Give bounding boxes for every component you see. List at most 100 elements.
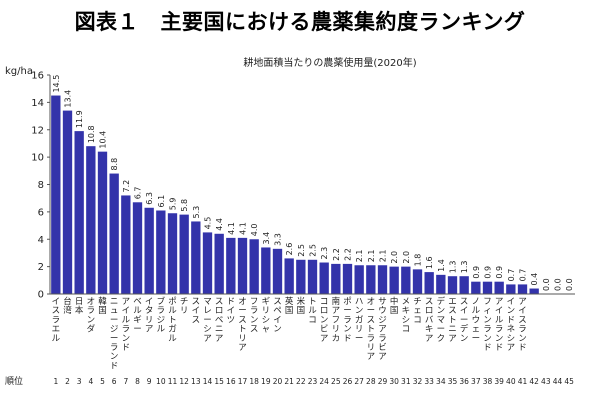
- rank-number: 34: [436, 377, 446, 386]
- rank-number: 17: [238, 377, 248, 386]
- rank-number: 39: [494, 377, 504, 386]
- bar: [319, 262, 329, 294]
- value-label: 2.2: [332, 248, 341, 261]
- rank-number: 18: [249, 377, 259, 386]
- rank-number: 31: [401, 377, 411, 386]
- bar: [342, 263, 353, 294]
- bar: [366, 265, 376, 294]
- category-label: チリ: [180, 297, 189, 316]
- bar: [109, 173, 119, 294]
- bar: [272, 248, 283, 294]
- value-label: 4.1: [239, 222, 248, 235]
- category-label: エストニア: [448, 297, 457, 344]
- y-tick-label: 16: [31, 71, 44, 82]
- rank-number: 35: [448, 377, 458, 386]
- rank-number: 43: [541, 377, 551, 386]
- category-label: 台湾: [63, 296, 72, 316]
- rank-number: 33: [424, 377, 434, 386]
- bar: [307, 259, 318, 294]
- value-label: 5.8: [180, 199, 189, 212]
- y-tick-label: 14: [31, 98, 44, 109]
- value-label: 0.0: [565, 278, 574, 291]
- value-label: 6.1: [157, 195, 166, 208]
- bar: [471, 281, 481, 294]
- value-labels: 14.513.411.910.8 10.48.87.26.7 6.3 6.1 5.9 5.…: [52, 75, 574, 291]
- bar: [506, 284, 516, 294]
- rank-number: 3: [77, 377, 82, 386]
- value-label: 0.7: [507, 269, 516, 282]
- category-label: フランス: [250, 297, 259, 335]
- rank-number: 1: [53, 377, 58, 386]
- bar: [354, 265, 364, 294]
- rank-number: 19: [261, 377, 271, 386]
- y-tick-label: 6: [38, 207, 44, 218]
- bar: [97, 151, 108, 294]
- value-label: 5.3: [192, 206, 201, 219]
- value-label: 2.0: [402, 251, 411, 264]
- bar: [132, 202, 143, 294]
- rank-number: 29: [378, 377, 388, 386]
- category-label: ポーランド: [343, 297, 352, 344]
- y-tick-label: 4: [38, 235, 44, 246]
- bar: [51, 95, 61, 294]
- category-label: ニュージーランド: [110, 297, 119, 371]
- bar: [261, 247, 271, 294]
- value-label: 1.6: [425, 256, 434, 269]
- bar: [424, 272, 434, 294]
- y-tick-label: 12: [31, 125, 44, 136]
- rank-number: 22: [296, 377, 306, 386]
- value-label: 3.3: [274, 233, 283, 246]
- y-axis: 0 2 4 6 8 10 12 14 16: [31, 71, 50, 301]
- bar: [202, 232, 213, 294]
- bar: [482, 281, 493, 294]
- value-label: 2.6: [285, 243, 294, 256]
- category-label: アイルランド: [495, 297, 504, 353]
- bar: [167, 213, 178, 294]
- category-label: コロンビア: [320, 297, 329, 344]
- rank-number: 30: [389, 377, 399, 386]
- category-labels: イスラエル台湾日本オランダ韓国ニュージーランドアイルランドベルギーイタリアブラジ…: [52, 296, 527, 371]
- value-label: 2.2: [344, 248, 353, 261]
- value-label: 10.4: [99, 131, 108, 149]
- y-tick-label: 2: [38, 262, 44, 273]
- rank-number: 40: [506, 377, 516, 386]
- bar: [214, 233, 224, 294]
- category-label: 中国: [390, 296, 399, 316]
- rank-number: 36: [459, 377, 469, 386]
- value-label: 6.3: [145, 192, 154, 205]
- value-label: 0.9: [472, 266, 481, 279]
- category-label: イスラエル: [52, 297, 61, 344]
- value-label: 8.8: [110, 158, 119, 171]
- rank-label: 順位: [5, 375, 23, 387]
- value-label: 1.8: [414, 254, 423, 267]
- category-label: オランダ: [87, 297, 96, 335]
- rank-number: 20: [273, 377, 283, 386]
- bar: [459, 276, 469, 294]
- value-label: 0.7: [519, 269, 528, 282]
- bar: [517, 284, 528, 294]
- category-label: ポルトガル: [168, 297, 177, 344]
- rank-number: 37: [471, 377, 481, 386]
- category-label: ノルウェー: [472, 297, 481, 344]
- rank-number: 8: [135, 377, 140, 386]
- category-label: 韓国: [98, 296, 107, 316]
- value-label: 0.0: [554, 278, 563, 291]
- value-label: 2.5: [309, 244, 318, 257]
- bar: [447, 276, 458, 294]
- category-label: アイスランド: [518, 297, 527, 353]
- category-label: サウジアラビア: [378, 297, 387, 362]
- bar: [296, 259, 306, 294]
- value-label: 2.1: [355, 250, 364, 263]
- value-label: 6.7: [134, 187, 143, 200]
- category-label: オーストリア: [238, 297, 247, 353]
- rank-number: 27: [354, 377, 364, 386]
- rank-number: 28: [366, 377, 376, 386]
- y-tick-label: 10: [31, 153, 44, 164]
- category-label: デンマーク: [437, 296, 446, 344]
- value-label: 3.4: [262, 232, 271, 245]
- rank-number: 2: [65, 377, 70, 386]
- category-label: スロバキア: [425, 297, 434, 344]
- rank-number: 41: [518, 377, 528, 386]
- rank-number: 14: [203, 377, 213, 386]
